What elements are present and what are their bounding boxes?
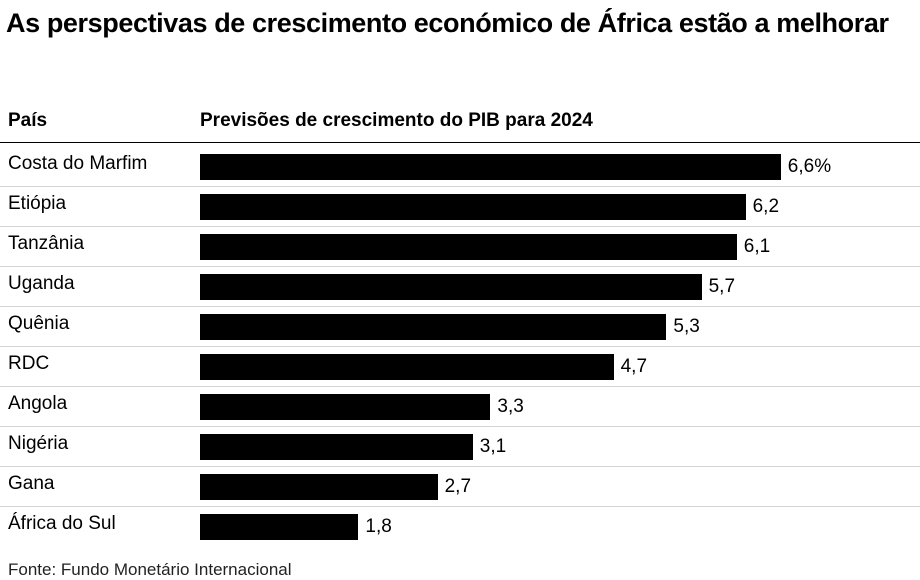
row-divider: [0, 426, 920, 427]
value-label: 6,6%: [787, 156, 832, 177]
bar: [200, 154, 781, 180]
row-divider: [0, 506, 920, 507]
country-label: Quênia: [8, 313, 70, 334]
chart-title: As perspectivas de crescimento económico…: [6, 8, 889, 38]
bar: [200, 474, 438, 500]
bar: [200, 234, 737, 260]
value-label: 2,7: [444, 476, 472, 497]
bar: [200, 514, 359, 540]
row-divider: [0, 306, 920, 307]
bar: [200, 434, 473, 460]
row-divider: [0, 386, 920, 387]
value-label: 6,1: [743, 236, 771, 257]
country-label: Uganda: [8, 273, 75, 294]
country-label: Costa do Marfim: [8, 153, 148, 174]
bar: [200, 314, 667, 340]
column-header-values: Previsões de crescimento do PIB para 202…: [200, 110, 593, 131]
country-label: Tanzânia: [8, 233, 85, 254]
value-label: 1,8: [365, 516, 392, 537]
value-label: 5,3: [673, 316, 700, 337]
row-divider: [0, 266, 920, 267]
country-label: Gana: [8, 473, 55, 494]
row-divider: [0, 226, 920, 227]
column-header-country: País: [8, 110, 48, 131]
bar: [200, 354, 614, 380]
row-divider: [0, 186, 920, 187]
header-rule: [0, 142, 920, 143]
country-label: África do Sul: [8, 513, 116, 534]
country-label: Angola: [8, 393, 68, 414]
value-label: 5,7: [708, 276, 736, 297]
bar: [200, 394, 491, 420]
source-note: Fonte: Fundo Monetário Internacional: [8, 560, 292, 579]
bar: [200, 194, 746, 220]
value-label: 6,2: [752, 196, 780, 217]
bar: [200, 274, 702, 300]
value-label: 3,1: [479, 436, 507, 457]
country-label: Etiópia: [8, 193, 67, 214]
row-divider: [0, 466, 920, 467]
row-divider: [0, 346, 920, 347]
value-label: 4,7: [620, 356, 648, 377]
country-label: RDC: [8, 353, 50, 374]
country-label: Nigéria: [8, 433, 69, 454]
value-label: 3,3: [497, 396, 524, 417]
